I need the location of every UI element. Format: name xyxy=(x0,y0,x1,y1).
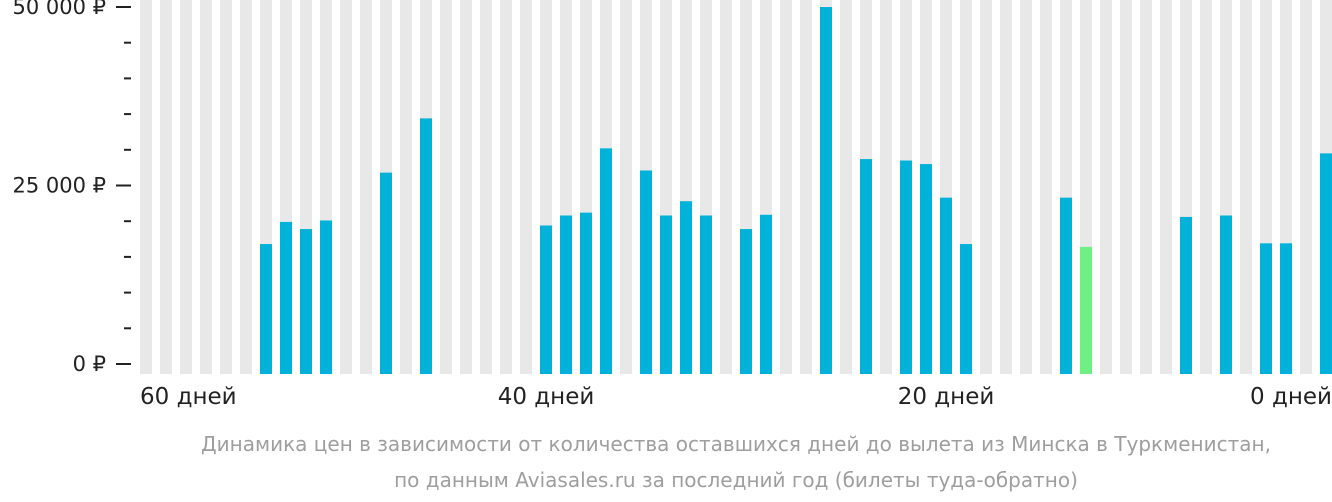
background-bar xyxy=(1300,0,1312,374)
price-bar[interactable] xyxy=(1280,243,1292,374)
x-tick-label: 20 дней xyxy=(898,384,995,410)
background-bar xyxy=(620,0,632,374)
background-bar xyxy=(840,0,852,374)
price-bar[interactable] xyxy=(920,164,932,374)
background-bar xyxy=(180,0,192,374)
y-tick-label: 50 000 ₽ xyxy=(12,0,106,19)
background-bar xyxy=(1120,0,1132,374)
chart-caption-line-1: Динамика цен в зависимости от количества… xyxy=(201,432,1271,456)
background-bar xyxy=(220,0,232,374)
price-bar[interactable] xyxy=(640,170,652,374)
background-bar xyxy=(720,0,732,374)
background-bar xyxy=(360,0,372,374)
background-bar xyxy=(780,0,792,374)
background-bar xyxy=(140,0,152,374)
price-bar[interactable] xyxy=(260,244,272,374)
background-bar xyxy=(340,0,352,374)
price-bar[interactable] xyxy=(760,214,772,374)
price-bar[interactable] xyxy=(600,148,612,374)
background-bar xyxy=(800,0,812,374)
price-bar[interactable] xyxy=(280,221,292,374)
background-bar xyxy=(1240,0,1252,374)
background-bar xyxy=(980,0,992,374)
y-tick-label: 25 000 ₽ xyxy=(12,174,106,198)
price-bar[interactable] xyxy=(1060,197,1072,374)
price-chart: 0 ₽ 25 000 ₽ 50 000 ₽ 60 дней 40 дней 20 дне… xyxy=(12,0,1332,410)
background-bar xyxy=(400,0,412,374)
background-bar xyxy=(480,0,492,374)
x-axis: 60 дней 40 дней 20 дней 0 дней xyxy=(140,384,1332,410)
background-bar xyxy=(520,0,532,374)
background-bar xyxy=(1020,0,1032,374)
background-bar xyxy=(160,0,172,374)
background-bars xyxy=(140,0,1332,374)
x-tick-label: 60 дней xyxy=(140,384,237,410)
price-bar[interactable] xyxy=(940,197,952,374)
background-bar xyxy=(460,0,472,374)
background-bar xyxy=(440,0,452,374)
background-bar xyxy=(1000,0,1012,374)
price-bar[interactable] xyxy=(1260,243,1272,374)
y-tick-label: 0 ₽ xyxy=(73,352,106,376)
price-bar[interactable] xyxy=(1220,215,1232,374)
price-bar[interactable] xyxy=(680,201,692,374)
price-bar[interactable] xyxy=(900,160,912,374)
price-bar[interactable] xyxy=(540,225,552,374)
price-bar[interactable] xyxy=(380,172,392,374)
background-bar xyxy=(1160,0,1172,374)
price-bar[interactable] xyxy=(1320,153,1332,374)
chart-caption-line-2: по данным Aviasales.ru за последний год … xyxy=(394,468,1078,492)
price-bar[interactable] xyxy=(300,229,312,374)
price-bar[interactable] xyxy=(860,159,872,374)
background-bar xyxy=(1100,0,1112,374)
background-bar xyxy=(1140,0,1152,374)
price-bars xyxy=(260,7,1332,374)
x-tick-label: 40 дней xyxy=(498,384,595,410)
background-bar xyxy=(1200,0,1212,374)
price-bar[interactable] xyxy=(660,215,672,374)
price-bar[interactable] xyxy=(560,215,572,374)
cheapest-price-bar[interactable] xyxy=(1080,246,1092,374)
background-bar xyxy=(500,0,512,374)
price-bar[interactable] xyxy=(580,212,592,374)
y-axis: 0 ₽ 25 000 ₽ 50 000 ₽ xyxy=(12,0,131,376)
price-bar[interactable] xyxy=(820,7,832,374)
price-bar[interactable] xyxy=(700,215,712,374)
background-bar xyxy=(1040,0,1052,374)
background-bar xyxy=(880,0,892,374)
background-bar xyxy=(240,0,252,374)
x-tick-label: 0 дней xyxy=(1250,384,1332,410)
price-bar[interactable] xyxy=(420,118,432,374)
price-bar[interactable] xyxy=(1180,216,1192,374)
price-bar[interactable] xyxy=(960,244,972,374)
price-bar[interactable] xyxy=(740,229,752,374)
background-bar xyxy=(200,0,212,374)
price-bar[interactable] xyxy=(320,220,332,374)
